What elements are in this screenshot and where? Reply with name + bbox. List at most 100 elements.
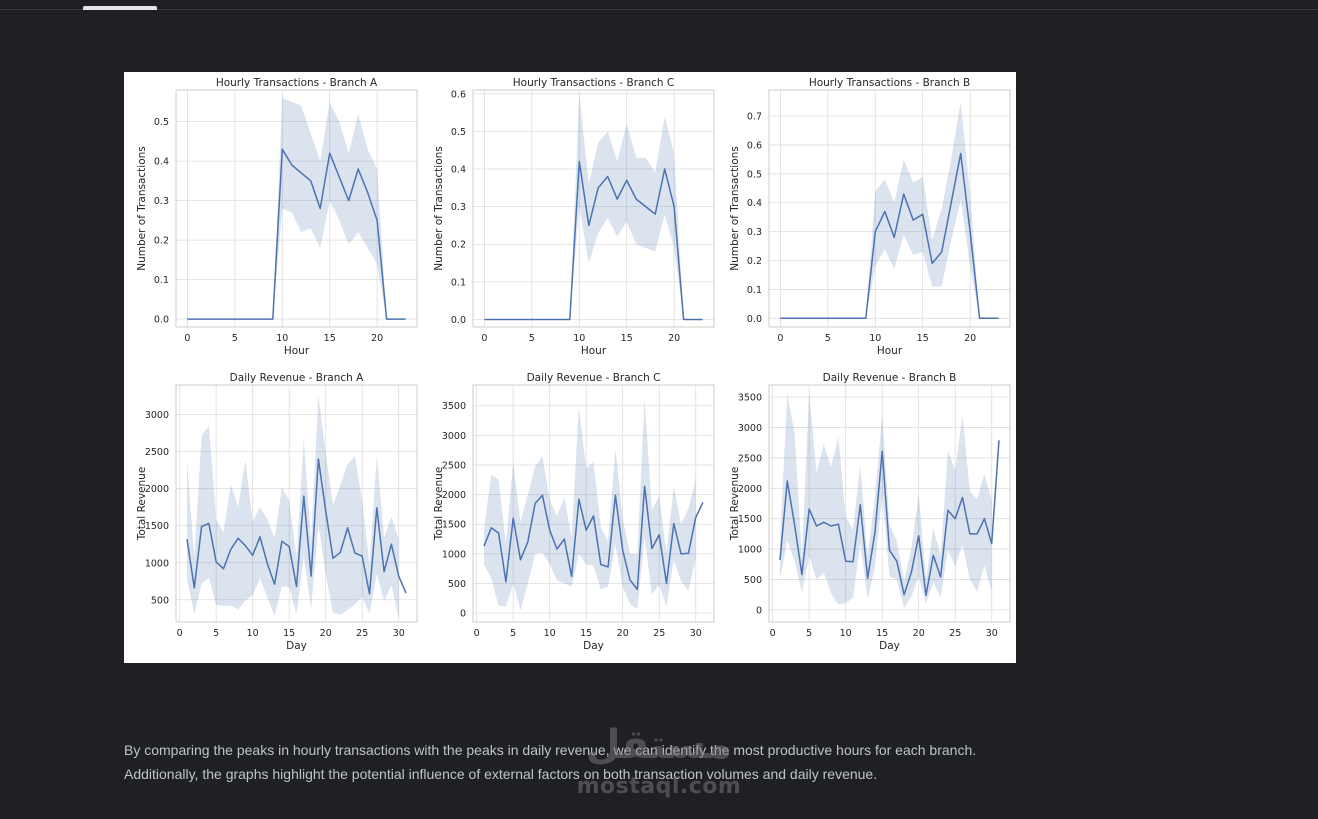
- data-point: [969, 533, 971, 535]
- x-tick-label: 10: [544, 628, 556, 639]
- x-tick-label: 15: [621, 333, 633, 344]
- data-point: [193, 587, 195, 589]
- y-tick-label: 2500: [442, 460, 466, 471]
- series-line: [780, 152, 999, 320]
- data-point: [687, 552, 689, 554]
- y-tick-label: 0: [460, 609, 466, 620]
- data-point: [376, 219, 378, 221]
- x-tick-label: 20: [913, 628, 925, 639]
- data-point: [243, 318, 245, 320]
- data-point: [673, 522, 675, 524]
- data-point: [186, 538, 188, 540]
- data-point: [521, 318, 523, 320]
- data-point: [367, 192, 369, 194]
- data-point: [626, 179, 628, 181]
- data-point: [549, 529, 551, 531]
- data-point: [205, 318, 207, 320]
- data-point: [827, 317, 829, 319]
- data-point: [310, 180, 312, 182]
- x-tick-label: 5: [825, 333, 831, 344]
- data-point: [874, 532, 876, 534]
- y-tick-label: 2000: [442, 490, 466, 501]
- caption-line-2: Additionally, the graphs highlight the p…: [124, 766, 878, 782]
- mostaql-watermark: مستقل mostaql.com: [566, 722, 752, 804]
- data-point: [845, 560, 847, 562]
- y-tick-label: 3000: [442, 431, 466, 442]
- confidence-band: [780, 101, 999, 319]
- data-point: [665, 582, 667, 584]
- y-tick-label: 2000: [145, 484, 169, 495]
- data-point: [317, 458, 319, 460]
- data-point: [910, 571, 912, 573]
- data-point: [978, 317, 980, 319]
- data-point: [563, 538, 565, 540]
- data-point: [310, 575, 312, 577]
- chart-panel-1: 0 5 10 15 20 0.0 0.1 0.2 0.3 0.4 0.5 Hourly Transac…: [136, 77, 418, 357]
- y-tick-label: 0.2: [451, 240, 466, 251]
- data-point: [483, 545, 485, 547]
- data-point: [237, 537, 239, 539]
- data-point: [836, 317, 838, 319]
- y-axis-label: Number of Transactions: [729, 146, 741, 271]
- data-point: [361, 555, 363, 557]
- data-point: [939, 576, 941, 578]
- y-axis-label: Total Revenue: [433, 467, 445, 542]
- data-point: [222, 568, 224, 570]
- chart-grid-svg: 0 5 10 15 20 0.0 0.1 0.2 0.3 0.4 0.5 Hourly Transac…: [136, 77, 1011, 652]
- x-axis-label: Day: [286, 640, 307, 652]
- x-axis-label: Hour: [877, 345, 903, 357]
- y-tick-label: 0.0: [154, 315, 169, 326]
- data-point: [888, 549, 890, 551]
- y-tick-label: 0.5: [451, 127, 466, 138]
- data-point: [846, 317, 848, 319]
- data-point: [253, 318, 255, 320]
- data-point: [793, 524, 795, 526]
- data-point: [527, 541, 529, 543]
- data-point: [540, 318, 542, 320]
- y-tick-label: 0.1: [747, 285, 762, 296]
- x-tick-label: 15: [876, 628, 888, 639]
- data-point: [578, 160, 580, 162]
- x-tick-label: 5: [213, 628, 219, 639]
- data-point: [319, 207, 321, 209]
- x-tick-label: 5: [510, 628, 516, 639]
- data-point: [654, 213, 656, 215]
- y-tick-label: 500: [448, 579, 466, 590]
- data-point: [664, 168, 666, 170]
- data-point: [695, 517, 697, 519]
- data-point: [291, 164, 293, 166]
- y-tick-label: 0.4: [747, 198, 762, 209]
- x-tick-label: 30: [393, 628, 405, 639]
- x-tick-label: 20: [371, 333, 383, 344]
- y-tick-label: 0.3: [451, 202, 466, 213]
- top-divider: [0, 9, 1318, 10]
- data-point: [357, 168, 359, 170]
- series-line: [187, 148, 406, 320]
- data-point: [673, 205, 675, 207]
- data-point: [874, 230, 876, 232]
- x-tick-label: 15: [324, 333, 336, 344]
- data-point: [918, 535, 920, 537]
- y-axis-label: Number of Transactions: [433, 146, 445, 271]
- data-point: [925, 594, 927, 596]
- data-point: [614, 494, 616, 496]
- data-point: [244, 545, 246, 547]
- plot-frame: [175, 89, 418, 328]
- data-point: [607, 566, 609, 568]
- data-point: [300, 172, 302, 174]
- y-tick-label: 1000: [738, 545, 762, 556]
- chart-title: Hourly Transactions - Branch C: [513, 77, 674, 89]
- x-tick-label: 5: [232, 333, 238, 344]
- data-point: [534, 502, 536, 504]
- y-tick-label: 0.3: [747, 227, 762, 238]
- active-tab-indicator[interactable]: [83, 6, 157, 10]
- y-tick-label: 2500: [145, 447, 169, 458]
- series-line: [483, 485, 704, 591]
- data-point: [702, 501, 704, 503]
- data-point: [983, 518, 985, 520]
- data-point: [903, 594, 905, 596]
- x-tick-label: 10: [869, 333, 881, 344]
- data-point: [786, 480, 788, 482]
- plot-frame: [768, 384, 1011, 623]
- y-tick-label: 2500: [738, 453, 762, 464]
